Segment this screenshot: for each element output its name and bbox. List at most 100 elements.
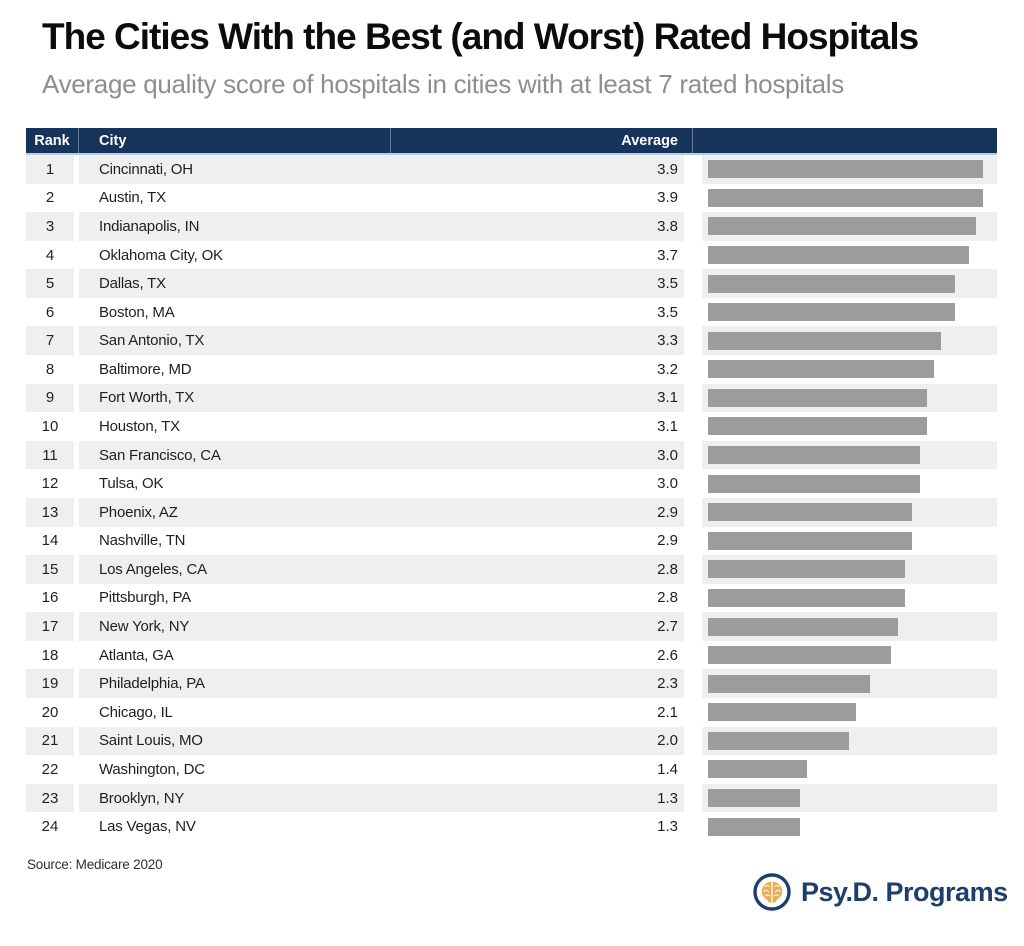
bar-cell <box>702 326 997 356</box>
table-row: 7 San Antonio, TX 3.3 <box>26 326 997 356</box>
city-average-cell: Dallas, TX 3.5 <box>79 269 684 298</box>
table-row: 3 Indianapolis, IN 3.8 <box>26 212 997 241</box>
city-label: San Francisco, CA <box>99 446 221 464</box>
rating-bar <box>708 331 941 350</box>
table-row: 1 Cincinnati, OH 3.9 <box>26 155 997 184</box>
rank-value: 18 <box>41 646 59 664</box>
rating-bar <box>708 246 969 265</box>
city-label: Boston, MA <box>99 303 175 321</box>
rating-bar <box>708 474 920 493</box>
bar-cell <box>702 184 997 213</box>
rating-bar <box>708 303 955 322</box>
rank-value: 8 <box>45 360 55 378</box>
rating-bar <box>708 646 891 665</box>
bar-cell <box>702 783 997 813</box>
table-row: 8 Baltimore, MD 3.2 <box>26 355 997 384</box>
table-row: 18 Atlanta, GA 2.6 <box>26 641 997 670</box>
city-average-cell: New York, NY 2.7 <box>79 612 684 641</box>
average-value: 3.5 <box>657 275 678 293</box>
rating-bar <box>708 446 920 465</box>
bar-cell <box>702 155 997 184</box>
city-label: Chicago, IL <box>99 703 173 721</box>
average-value: 3.9 <box>657 189 678 207</box>
average-value: 3.8 <box>657 217 678 235</box>
table-row: 12 Tulsa, OK 3.0 <box>26 469 997 498</box>
rank-value: 13 <box>26 497 74 527</box>
city-label: New York, NY <box>99 618 190 636</box>
logo-wordmark: Psy.D. Programs <box>801 876 1008 907</box>
table-row: 9 Fort Worth, TX 3.1 <box>26 383 997 413</box>
bar-cell <box>702 241 997 270</box>
average-value: 3.1 <box>657 389 678 407</box>
bar-cell <box>702 355 997 384</box>
city-average-cell: Nashville, TN 2.9 <box>79 527 684 556</box>
rank-value: 4 <box>45 246 55 264</box>
city-average-cell: Pittsburgh, PA 2.8 <box>79 584 684 613</box>
average-value: 2.9 <box>657 532 678 550</box>
rank-value: 3 <box>26 212 74 241</box>
table-row: 22 Washington, DC 1.4 <box>26 755 997 784</box>
table-row: 17 New York, NY 2.7 <box>26 612 997 641</box>
average-value: 1.3 <box>657 818 678 836</box>
table-row: 15 Los Angeles, CA 2.8 <box>26 555 997 584</box>
average-value: 2.0 <box>657 732 678 750</box>
city-average-cell: Philadelphia, PA 2.3 <box>79 669 684 698</box>
rank-value: 10 <box>41 417 59 435</box>
average-value: 1.3 <box>657 789 678 807</box>
brain-in-circle-icon <box>753 873 791 911</box>
table-row: 11 San Francisco, CA 3.0 <box>26 440 997 470</box>
average-value: 2.8 <box>657 589 678 607</box>
rank-value: 24 <box>41 818 59 836</box>
city-average-cell: San Francisco, CA 3.0 <box>79 440 684 470</box>
city-average-cell: Oklahoma City, OK 3.7 <box>79 241 684 270</box>
rating-bar <box>708 617 898 636</box>
psyd-programs-logo: Psy.D. Programs <box>752 872 1008 912</box>
table-row: 23 Brooklyn, NY 1.3 <box>26 783 997 813</box>
rating-bar <box>708 274 955 293</box>
page-title: The Cities With the Best (and Worst) Rat… <box>42 16 919 57</box>
city-label: Washington, DC <box>99 760 205 778</box>
bar-cell <box>702 584 997 613</box>
city-label: Cincinnati, OH <box>99 160 193 178</box>
table-header-row: Rank City Average <box>26 128 997 155</box>
table-row: 10 Houston, TX 3.1 <box>26 412 997 441</box>
rank-value: 7 <box>26 326 74 356</box>
city-label: Houston, TX <box>99 417 180 435</box>
rating-bar <box>708 731 849 750</box>
city-average-cell: Phoenix, AZ 2.9 <box>79 497 684 527</box>
rank-value: 19 <box>26 669 74 698</box>
city-average-cell: Brooklyn, NY 1.3 <box>79 783 684 813</box>
table-row: 13 Phoenix, AZ 2.9 <box>26 497 997 527</box>
rank-value: 20 <box>41 703 59 721</box>
city-label: Atlanta, GA <box>99 646 174 664</box>
rating-bar <box>708 817 800 836</box>
bar-cell <box>702 269 997 298</box>
rank-value: 5 <box>26 269 74 298</box>
page-subtitle: Average quality score of hospitals in ci… <box>42 69 844 99</box>
rank-value: 15 <box>26 555 74 584</box>
rank-value: 2 <box>45 189 55 207</box>
city-average-cell: Chicago, IL 2.1 <box>79 698 684 727</box>
city-label: Tulsa, OK <box>99 475 164 493</box>
rank-value: 1 <box>26 155 74 184</box>
rating-bar <box>708 588 905 607</box>
rating-bar <box>708 703 856 722</box>
average-value: 2.9 <box>657 503 678 521</box>
city-label: San Antonio, TX <box>99 332 205 350</box>
average-value: 3.9 <box>657 160 678 178</box>
table-row: 21 Saint Louis, MO 2.0 <box>26 726 997 756</box>
city-label: Philadelphia, PA <box>99 675 205 693</box>
bar-cell <box>702 527 997 556</box>
average-value: 3.1 <box>657 417 678 435</box>
rating-bar <box>708 674 870 693</box>
city-label: Fort Worth, TX <box>99 389 195 407</box>
city-label: Austin, TX <box>99 189 166 207</box>
city-label: Los Angeles, CA <box>99 560 207 578</box>
table-row: 14 Nashville, TN 2.9 <box>26 527 997 556</box>
city-average-cell: Las Vegas, NV 1.3 <box>79 812 684 841</box>
city-label: Pittsburgh, PA <box>99 589 191 607</box>
rank-value: 16 <box>41 589 59 607</box>
bar-cell <box>702 612 997 641</box>
bar-cell <box>702 298 997 327</box>
bar-cell <box>702 412 997 441</box>
